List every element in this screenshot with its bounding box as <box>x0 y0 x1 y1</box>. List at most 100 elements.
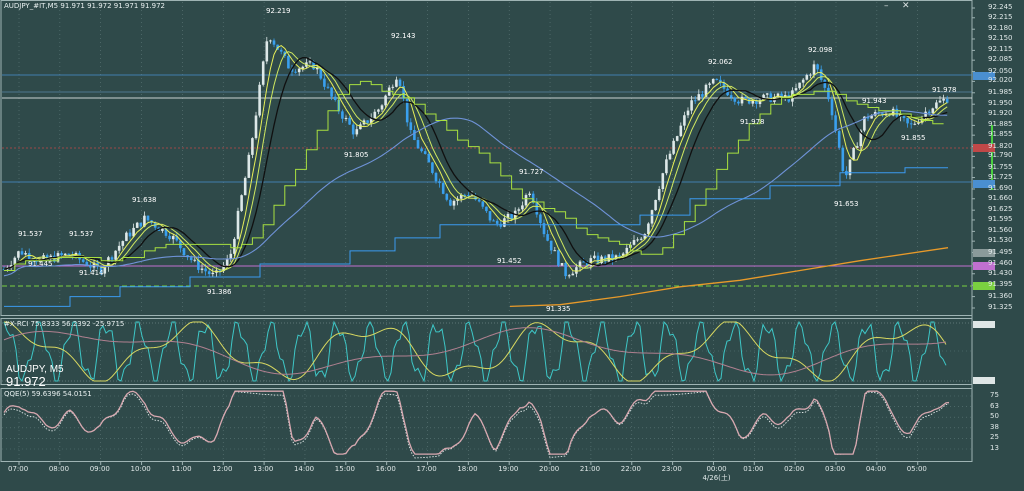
candle-body <box>528 193 531 196</box>
candle-body <box>647 223 650 235</box>
candle-body <box>744 96 747 98</box>
axis-level-tag <box>973 180 995 188</box>
candle-body <box>125 232 128 242</box>
candle-body <box>45 255 49 259</box>
symbol-price: 91.972 <box>6 374 46 389</box>
candle-body <box>240 195 243 211</box>
candle-body <box>729 95 733 98</box>
candle-body <box>636 239 639 241</box>
candle-body <box>290 68 294 72</box>
candle-body <box>755 100 758 105</box>
candle-body <box>902 114 906 119</box>
close-button[interactable]: ✕ <box>902 1 910 11</box>
candle-body <box>571 273 575 276</box>
candle-body <box>99 266 103 274</box>
candle-body <box>35 260 38 262</box>
price-label: 91.537 <box>18 229 43 238</box>
price-label: 91.855 <box>901 134 926 143</box>
candle-body <box>517 209 521 211</box>
candle-body <box>722 82 726 89</box>
ma-slow-line <box>3 110 948 277</box>
candle-body <box>877 111 881 114</box>
candle-body <box>459 194 463 199</box>
candle-body <box>657 189 661 200</box>
candle-body <box>161 228 164 231</box>
candle-body <box>672 140 675 154</box>
candle-body <box>737 101 740 104</box>
time-axis-label: 23:00 <box>661 465 682 473</box>
qqe-fast-line <box>3 390 950 455</box>
candle-body <box>420 148 423 152</box>
candle-body <box>798 82 801 89</box>
price-label: 92.098 <box>808 46 833 55</box>
candle-body <box>269 40 272 42</box>
candle-body <box>359 124 362 130</box>
candle-body <box>344 117 348 119</box>
candle-body <box>17 251 20 258</box>
candle-body <box>351 124 355 135</box>
candle-body <box>661 173 665 190</box>
price-axis-label: 91.560 <box>988 226 1013 235</box>
candle-body <box>769 93 773 102</box>
candle-body <box>611 254 614 261</box>
candle-body <box>665 159 668 174</box>
candle-body <box>85 261 89 266</box>
candle-body <box>553 250 557 252</box>
price-axis-label: 91.755 <box>988 162 1013 171</box>
candle-body <box>438 181 441 184</box>
candle-body <box>171 236 175 240</box>
candle-body <box>855 146 859 148</box>
price-axis-label: 92.085 <box>988 55 1013 64</box>
candle-body <box>909 123 913 125</box>
price-axis-label: 92.245 <box>988 3 1013 11</box>
price-label: 91.445 <box>28 259 53 268</box>
candle-body <box>236 210 240 239</box>
candle-body <box>110 257 114 260</box>
candle-body <box>333 96 337 100</box>
candle-body <box>384 95 387 106</box>
candle-body <box>143 215 146 227</box>
candle-body <box>287 55 290 69</box>
rci-tag <box>973 321 995 328</box>
candle-body <box>229 253 233 259</box>
candle-body <box>279 49 283 52</box>
candle-body <box>560 263 564 266</box>
candle-body <box>895 108 899 117</box>
candle-body <box>315 67 319 70</box>
candle-body <box>207 271 211 275</box>
time-axis-label: 07:00 <box>8 465 29 473</box>
candle-body <box>146 215 150 221</box>
candle-body <box>917 122 920 124</box>
candle-body <box>668 153 672 160</box>
candle-body <box>542 223 546 235</box>
candle-body <box>247 154 251 178</box>
candle-body <box>557 250 560 266</box>
candle-body <box>701 94 704 97</box>
candle-body <box>891 108 895 116</box>
minimize-button[interactable]: – <box>884 1 889 11</box>
candle-body <box>848 159 852 176</box>
price-label: 91.943 <box>862 96 887 105</box>
time-axis-label: 02:00 <box>784 465 805 473</box>
qqe-axis-label: 38 <box>990 422 999 431</box>
candle-body <box>341 111 344 119</box>
chart-header: AUDJPY_#IT,M5 91.971 91.972 91.971 91.97… <box>4 2 166 10</box>
qqe-axis-label: 63 <box>990 401 999 410</box>
symbol-title: AUDJPY, M5 <box>6 364 64 375</box>
price-axis-label: 91.625 <box>988 205 1013 214</box>
axis-level-tag <box>973 249 995 257</box>
candle-body <box>492 220 495 222</box>
candle-body <box>251 138 254 155</box>
candle-body <box>711 78 715 84</box>
candle-body <box>578 261 582 268</box>
candle-body <box>477 199 481 202</box>
candle-body <box>863 116 866 131</box>
price-axis-label: 91.495 <box>988 247 1013 256</box>
candle-body <box>373 111 377 119</box>
candle-body <box>369 118 373 123</box>
candle-body <box>639 238 643 240</box>
candle-body <box>524 195 528 206</box>
qqe-axis-label: 13 <box>990 444 999 452</box>
candle-body <box>765 93 769 95</box>
